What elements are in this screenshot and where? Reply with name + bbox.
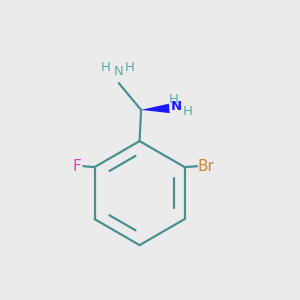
Text: H: H — [169, 93, 179, 106]
Text: H: H — [125, 61, 135, 74]
Text: Br: Br — [198, 159, 214, 174]
Text: F: F — [73, 159, 82, 174]
Text: N: N — [113, 65, 123, 78]
Text: H: H — [101, 61, 111, 74]
Text: H: H — [183, 105, 193, 118]
Text: N: N — [171, 100, 182, 113]
Polygon shape — [141, 103, 170, 113]
